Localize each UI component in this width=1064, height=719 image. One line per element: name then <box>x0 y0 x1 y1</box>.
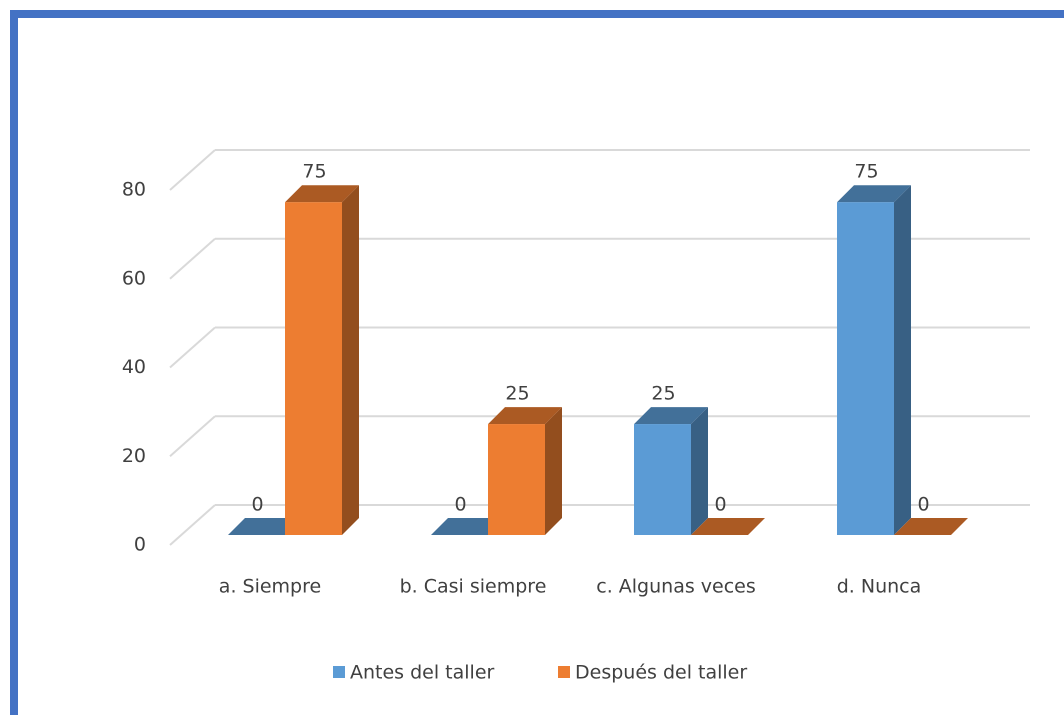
grid-line <box>169 238 216 280</box>
value-label: 25 <box>651 383 675 405</box>
legend-label: Antes del taller <box>350 662 495 684</box>
y-tick-label: 60 <box>122 267 146 289</box>
legend-swatch <box>333 666 345 678</box>
bar <box>634 424 691 535</box>
x-tick-label: d. Nunca <box>837 576 922 598</box>
bar-side <box>545 407 562 535</box>
bar-top <box>431 518 505 535</box>
legend-label: Después del taller <box>575 662 747 684</box>
bar-side <box>691 407 708 535</box>
value-label: 25 <box>505 383 529 405</box>
value-label: 0 <box>917 494 929 516</box>
value-label: 75 <box>854 161 878 183</box>
grid-line <box>169 504 216 546</box>
legend-swatch <box>558 666 570 678</box>
bar-top <box>488 407 562 425</box>
grid-line <box>169 149 216 191</box>
bar <box>285 202 342 535</box>
bar-top <box>285 185 359 203</box>
frame <box>10 10 1064 719</box>
bar-top <box>228 518 302 535</box>
y-tick-label: 0 <box>134 534 146 556</box>
value-label: 0 <box>714 494 726 516</box>
y-tick-label: 80 <box>122 179 146 201</box>
y-tick-label: 20 <box>122 445 146 467</box>
grid-line <box>169 415 216 457</box>
bar-top <box>691 518 765 535</box>
bar-top <box>634 407 708 425</box>
bar-top <box>894 518 968 535</box>
bar-side <box>894 185 911 535</box>
x-tick-label: c. Algunas veces <box>596 576 756 598</box>
grid-line <box>169 326 216 369</box>
bar-top <box>837 185 911 203</box>
bar-side <box>342 185 359 535</box>
bar <box>837 202 894 535</box>
y-tick-label: 40 <box>122 356 146 378</box>
x-tick-label: b. Casi siempre <box>400 576 547 598</box>
x-tick-label: a. Siempre <box>219 576 321 598</box>
bar <box>488 424 545 535</box>
value-label: 0 <box>454 494 466 516</box>
value-label: 0 <box>251 494 263 516</box>
value-label: 75 <box>302 161 326 183</box>
